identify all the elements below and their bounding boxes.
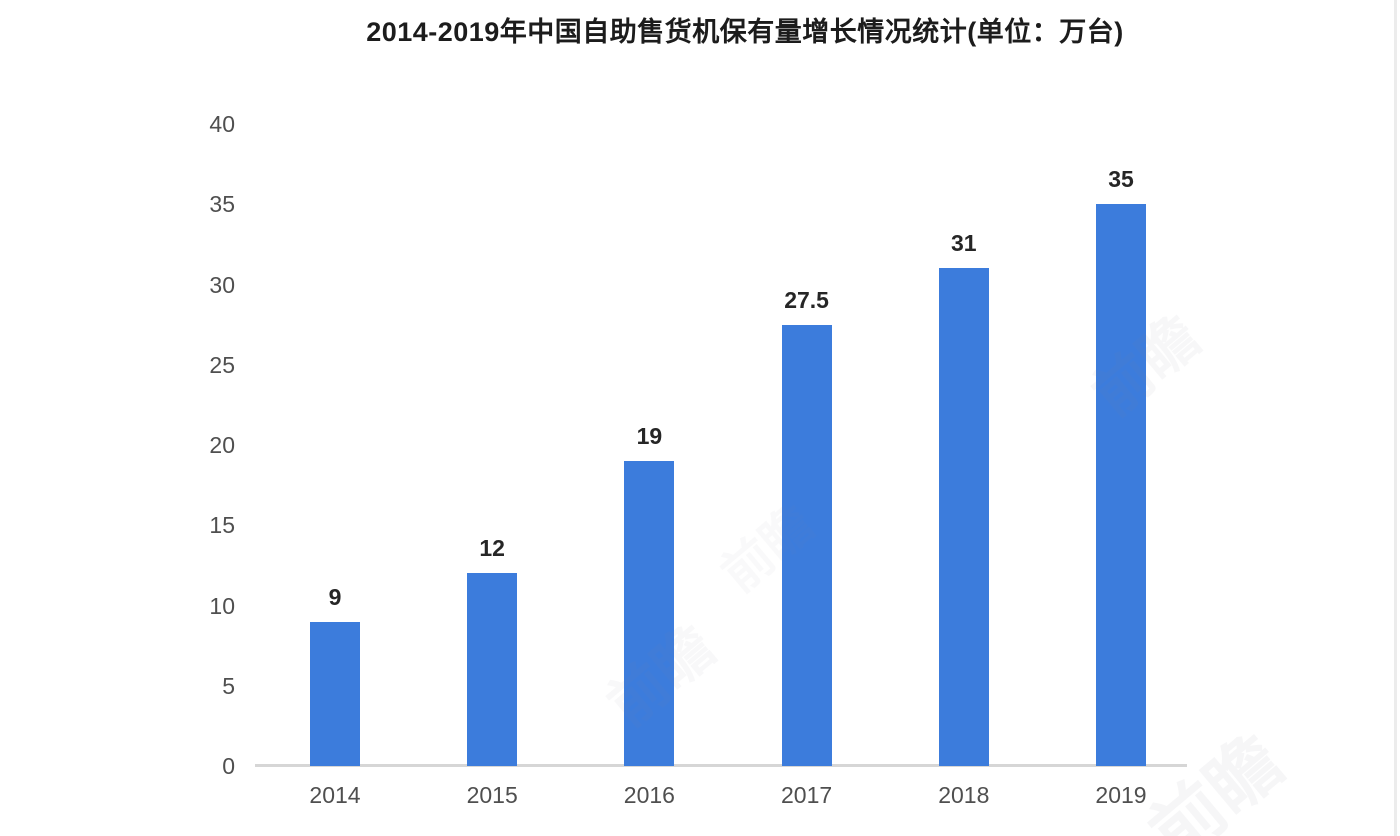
y-tick-label: 0: [222, 753, 235, 779]
y-tick-label: 30: [209, 271, 235, 298]
bar-value-label: 31: [951, 230, 977, 257]
bar-2016: [624, 461, 675, 766]
bar-2014: [310, 621, 360, 766]
y-tick-label: 5: [222, 672, 235, 699]
bar-value-label: 9: [328, 583, 342, 610]
x-tick-label: 2019: [1095, 782, 1147, 808]
page-right-border: [1394, 0, 1397, 836]
x-tick-label: 2016: [623, 782, 675, 808]
y-tick-label: 25: [209, 351, 235, 378]
x-tick-label: 2015: [466, 782, 518, 808]
bar-value-label: 12: [479, 535, 505, 562]
chart-title: 2014-2019年中国自助售货机保有量增长情况统计(单位：万台): [366, 17, 1124, 47]
y-tick-label: 35: [209, 191, 235, 218]
x-tick-label: 2018: [938, 782, 990, 808]
x-tick-label: 2017: [781, 782, 833, 808]
bar-2017: [781, 324, 832, 766]
bar-2019: [1096, 204, 1146, 766]
bar-value-label: 19: [636, 423, 663, 450]
y-tick-label: 15: [209, 512, 235, 539]
y-tick-label: 10: [209, 592, 235, 619]
bar-value-label: 27.5: [784, 286, 829, 313]
bar-value-label: 35: [1108, 166, 1134, 193]
x-tick-label: 2014: [309, 782, 361, 808]
x-axis-line: [255, 764, 1187, 767]
bar-2018: [938, 268, 989, 766]
y-tick-label: 20: [209, 432, 235, 458]
bar-2015: [467, 573, 518, 766]
y-tick-label: 40: [209, 111, 235, 137]
